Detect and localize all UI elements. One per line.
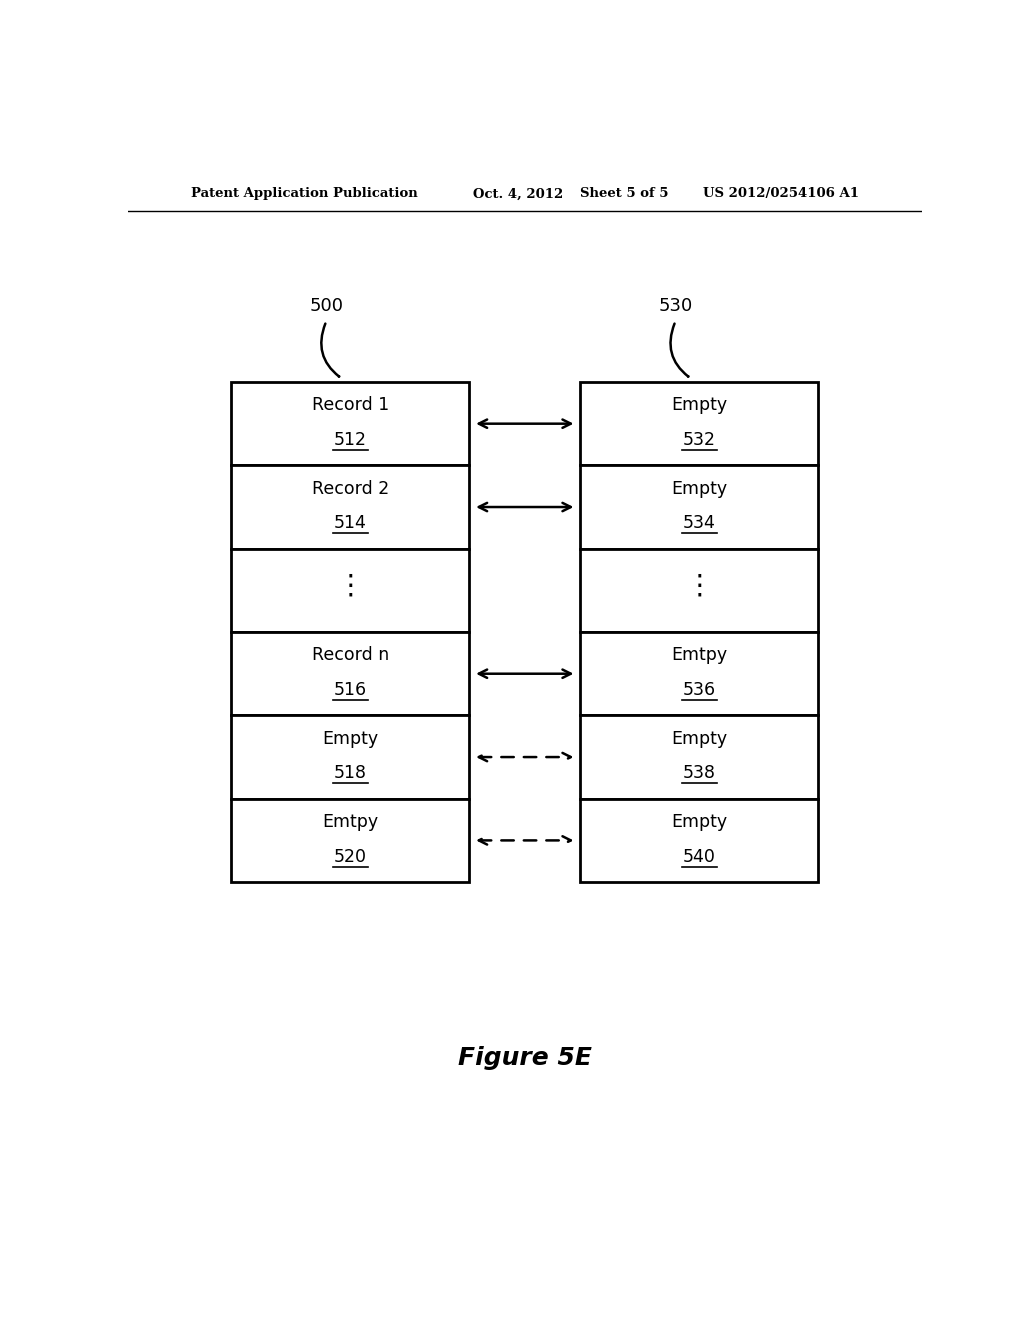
Text: ⋮: ⋮ [336,572,365,599]
Text: Empty: Empty [672,730,727,747]
Text: Emtpy: Emtpy [672,647,727,664]
Text: Record 2: Record 2 [311,479,389,498]
Bar [581,715,818,799]
Text: 532: 532 [683,430,716,449]
Text: 516: 516 [334,681,367,700]
Bar [581,381,818,466]
Bar [231,381,469,466]
Text: Patent Application Publication: Patent Application Publication [191,187,418,201]
Text: 512: 512 [334,430,367,449]
Bar [231,632,469,715]
Text: Empty: Empty [323,730,378,747]
Text: 514: 514 [334,515,367,532]
Bar [231,549,469,632]
Text: Emtpy: Emtpy [323,813,378,832]
Text: US 2012/0254106 A1: US 2012/0254106 A1 [703,187,859,201]
Text: Record 1: Record 1 [311,396,389,414]
Text: Sheet 5 of 5: Sheet 5 of 5 [581,187,669,201]
Bar [581,549,818,632]
Text: Empty: Empty [672,479,727,498]
Text: Oct. 4, 2012: Oct. 4, 2012 [473,187,563,201]
Bar [231,715,469,799]
Bar [231,466,469,549]
FancyArrowPatch shape [322,323,339,376]
Text: 538: 538 [683,764,716,783]
Text: 520: 520 [334,847,367,866]
Text: Record n: Record n [311,647,389,664]
Text: ⋮: ⋮ [685,572,714,599]
Text: Empty: Empty [672,396,727,414]
Text: 534: 534 [683,515,716,532]
Text: 500: 500 [309,297,343,314]
Text: Empty: Empty [672,813,727,832]
Text: 530: 530 [658,297,692,314]
Text: 518: 518 [334,764,367,783]
FancyArrowPatch shape [671,323,688,376]
Bar [581,799,818,882]
Text: Figure 5E: Figure 5E [458,1045,592,1071]
Bar [231,799,469,882]
Bar [581,466,818,549]
Text: 540: 540 [683,847,716,866]
Bar [581,632,818,715]
Text: 536: 536 [683,681,716,700]
